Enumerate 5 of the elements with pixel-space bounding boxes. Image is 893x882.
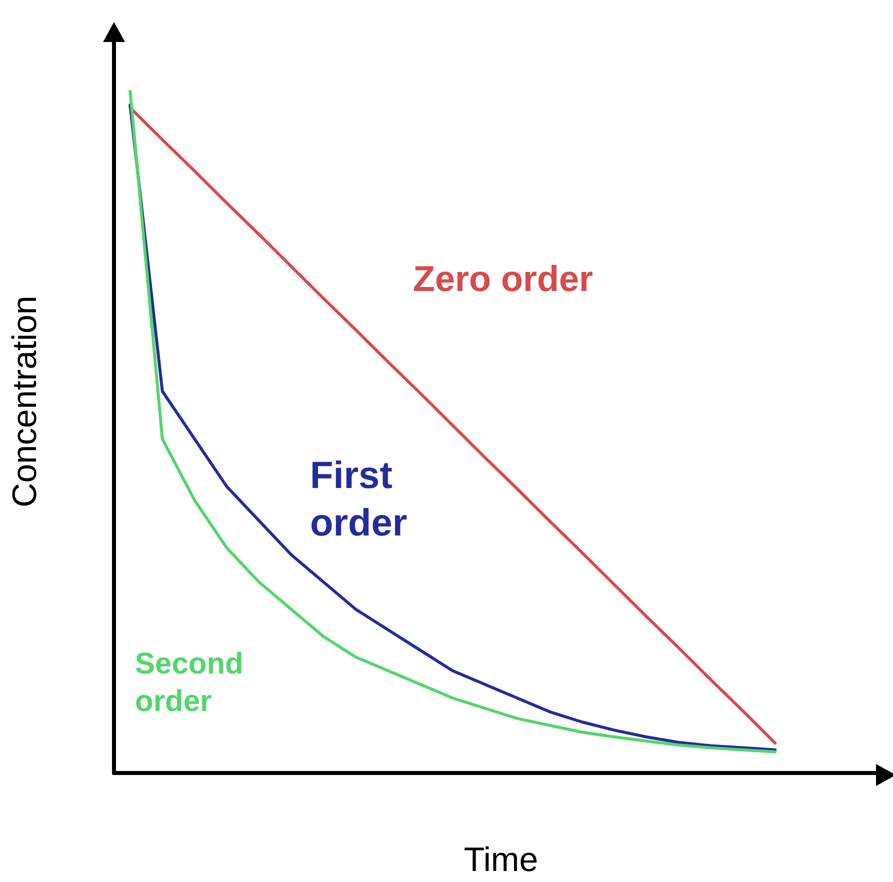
series-label: First order: [310, 454, 408, 544]
series-label: Zero order: [413, 258, 594, 299]
x-axis-title: Time: [464, 841, 538, 879]
y-axis-title: Concentration: [6, 296, 44, 508]
series-label: Second order: [135, 647, 252, 718]
